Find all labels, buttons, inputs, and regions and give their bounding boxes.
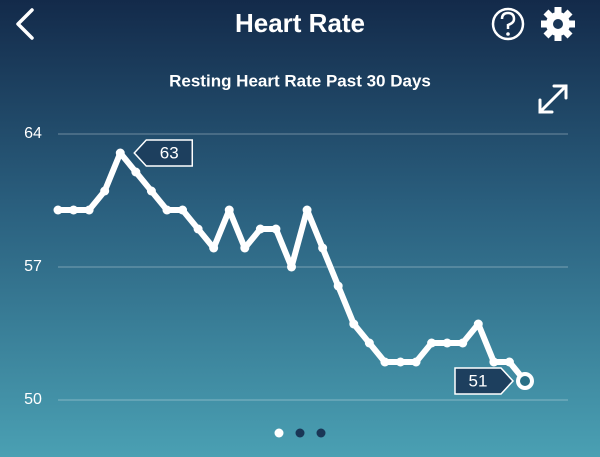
page-title: Heart Rate xyxy=(235,8,365,38)
help-dot xyxy=(506,32,510,36)
value-label: 51 xyxy=(469,371,488,390)
chart: 50 57 64 63 51 xyxy=(24,125,568,408)
point xyxy=(380,357,390,367)
point xyxy=(333,281,343,291)
point xyxy=(115,148,125,158)
point xyxy=(395,357,405,367)
y-tick-label: 57 xyxy=(24,258,42,275)
point xyxy=(224,205,234,215)
point xyxy=(442,338,452,348)
point xyxy=(100,186,110,196)
point xyxy=(489,357,499,367)
point xyxy=(178,205,188,215)
point xyxy=(240,243,250,253)
last-point xyxy=(516,372,534,390)
point xyxy=(84,205,94,215)
page-dot[interactable] xyxy=(316,428,326,438)
y-tick-label: 64 xyxy=(24,125,42,142)
point xyxy=(427,338,437,348)
point xyxy=(302,205,312,215)
value-label: 63 xyxy=(160,143,179,162)
point xyxy=(209,243,219,253)
point xyxy=(318,243,328,253)
back-button[interactable] xyxy=(16,8,34,40)
point xyxy=(255,224,265,234)
value-callout xyxy=(454,367,515,395)
expand-button[interactable] xyxy=(538,84,568,114)
help-button[interactable] xyxy=(491,7,525,41)
value-callout xyxy=(133,139,194,167)
point xyxy=(473,319,483,329)
point xyxy=(146,186,156,196)
help-circle xyxy=(491,7,525,41)
point xyxy=(349,319,359,329)
point xyxy=(411,357,421,367)
point xyxy=(162,205,172,215)
y-tick-label: 50 xyxy=(24,391,42,408)
point xyxy=(193,224,203,234)
point xyxy=(504,357,514,367)
point xyxy=(364,338,374,348)
page-dot[interactable] xyxy=(295,428,305,438)
point xyxy=(53,205,63,215)
help-mark xyxy=(500,11,516,29)
point xyxy=(131,167,141,177)
point xyxy=(287,262,296,272)
page-dot-active[interactable] xyxy=(274,428,284,438)
point xyxy=(271,224,281,234)
point xyxy=(69,205,79,215)
gear-hole xyxy=(553,19,563,29)
point xyxy=(458,338,468,348)
chart-subtitle: Resting Heart Rate Past 30 Days xyxy=(169,71,431,90)
settings-button[interactable] xyxy=(541,7,575,41)
